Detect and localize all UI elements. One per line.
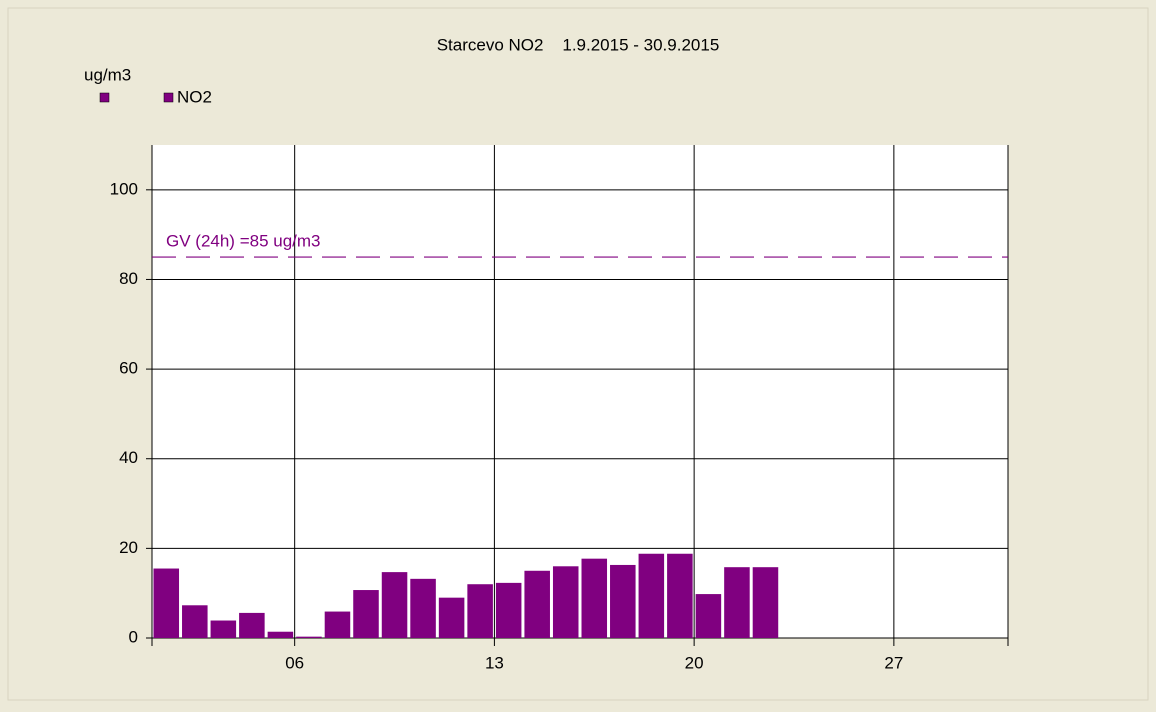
legend-label: NO2 (177, 87, 212, 106)
bar (667, 553, 693, 638)
bar (752, 567, 779, 638)
plot-area (152, 145, 1008, 638)
bar (324, 611, 351, 638)
bar (239, 612, 265, 638)
reference-label: GV (24h) =85 ug/m3 (166, 232, 321, 251)
bar (210, 620, 237, 638)
y-tick-label: 60 (119, 359, 138, 378)
bar (552, 566, 579, 638)
x-tick-label: 13 (485, 653, 504, 672)
y-tick-label: 80 (119, 269, 138, 288)
bar (438, 597, 465, 638)
y-tick-label: 100 (110, 179, 138, 198)
bar (182, 605, 208, 638)
bar (638, 553, 665, 638)
bar (267, 631, 294, 638)
bar (353, 590, 379, 638)
bar (610, 564, 636, 638)
bar (381, 572, 408, 638)
legend-swatch (163, 92, 174, 103)
bar (695, 594, 722, 638)
x-tick-label: 20 (685, 653, 704, 672)
y-tick-label: 20 (119, 538, 138, 557)
y-axis-label: ug/m3 (84, 65, 131, 84)
bar (153, 568, 180, 638)
bar (410, 578, 436, 638)
bar (724, 567, 750, 638)
bar (495, 582, 522, 638)
chart-title: Starcevo NO2 1.9.2015 - 30.9.2015 (437, 35, 720, 54)
bar (524, 570, 550, 638)
legend-swatch (99, 92, 110, 103)
bar (296, 636, 322, 638)
bar (467, 584, 493, 638)
x-tick-label: 27 (884, 653, 903, 672)
y-tick-label: 0 (129, 627, 138, 646)
x-tick-label: 06 (285, 653, 304, 672)
bar (581, 558, 608, 638)
y-tick-label: 40 (119, 448, 138, 467)
